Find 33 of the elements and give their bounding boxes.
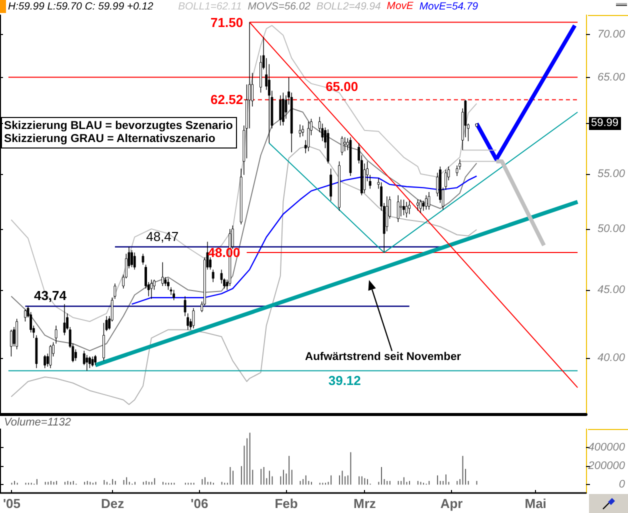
x-tick-label: Dez	[101, 496, 125, 511]
x-tick-label: '06	[190, 496, 208, 511]
text: 59.99	[589, 117, 621, 130]
y-tick-label: 0	[618, 478, 626, 491]
x-tick-label: Apr	[440, 496, 463, 511]
y-tick-label: 55.00	[597, 168, 626, 180]
x-tick-label: Feb	[274, 496, 298, 511]
y-tick-label: 40.00	[597, 352, 626, 364]
x-tick-label: Mrz	[354, 496, 376, 511]
x-tick-label: Mai	[524, 496, 546, 511]
annotation: Aufwärtstrend seit November	[305, 351, 462, 364]
x-tick-label: '05	[2, 496, 21, 511]
text: MOVS=56.02	[248, 2, 311, 12]
text: BOLL2=49.94	[316, 2, 382, 12]
chart-title: Volume=1132	[4, 416, 71, 428]
annotation: Skizzierung BLAU = bevorzugtes Szenario	[4, 120, 233, 133]
y-tick-label: 45.00	[597, 284, 626, 296]
text: MovE=54.79	[419, 2, 478, 12]
chart-title: H:59.99 L:59.70 C: 59.99 +0.12	[8, 2, 154, 12]
text: BOLL1=62.11	[178, 2, 242, 12]
text: MovE	[386, 1, 414, 13]
y-tick-label: 70.00	[597, 28, 626, 40]
annotation: 43,74	[34, 288, 67, 304]
y-tick-label: 65.00	[597, 71, 626, 84]
annotation: 62.52	[210, 92, 244, 108]
annotation: Skizzierung GRAU = Alternativszenario	[4, 133, 216, 146]
y-tick-label: 400000	[588, 442, 626, 454]
y-tick-label: 50.00	[597, 222, 626, 235]
y-tick-label: 200000	[587, 460, 626, 472]
annotation: 39.12	[328, 372, 361, 388]
annotation: 65.00	[326, 79, 358, 94]
annotation: 48,47	[146, 228, 179, 244]
annotation: 71.50	[210, 14, 244, 30]
